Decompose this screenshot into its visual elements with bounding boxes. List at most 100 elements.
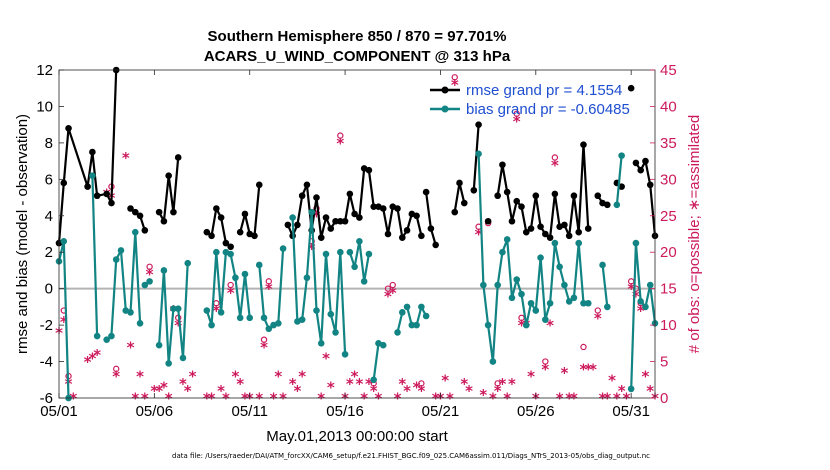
- bias_part2-point: [637, 298, 644, 305]
- rmse-point: [327, 225, 335, 232]
- bias-point: [370, 376, 377, 384]
- obs-assimilated-marker: *: [203, 390, 211, 408]
- bias_part2-point: [532, 307, 540, 314]
- bias_part2-point: [561, 281, 568, 289]
- obs-possible-marker: [542, 358, 549, 365]
- bias-point: [394, 329, 401, 336]
- obs-assimilated-marker: *: [475, 226, 483, 244]
- bias-line-segment: [396, 312, 404, 333]
- rmse-point: [403, 227, 411, 234]
- obs-assimilated-marker: *: [541, 360, 549, 378]
- obs-assimilated-marker: *: [518, 317, 526, 335]
- rmse-point: [160, 217, 168, 225]
- bias-point: [303, 274, 311, 282]
- rmse-point: [537, 223, 544, 231]
- obs-assimilated-marker: *: [279, 390, 287, 408]
- bias_part2-point: [513, 276, 521, 283]
- bias_part2-point: [642, 303, 649, 311]
- obs-possible-marker: [594, 307, 601, 314]
- bias-point: [127, 309, 134, 316]
- obs-assimilated-marker: *: [60, 313, 68, 331]
- rmse-point: [379, 205, 387, 212]
- y-right-tick-label: 20: [660, 244, 677, 261]
- rmse-point: [165, 172, 172, 179]
- rmse-point: [317, 234, 325, 241]
- y-tick-label: 2: [45, 244, 53, 261]
- rmse-point: [503, 188, 511, 196]
- rmse-point: [365, 166, 373, 174]
- rmse-point: [174, 154, 182, 161]
- obs-assimilated-marker: *: [398, 375, 406, 393]
- obs-possible-marker: [227, 281, 234, 289]
- rmse-point: [155, 208, 163, 216]
- rmse-point: [413, 212, 420, 220]
- obs-assimilated-marker: *: [69, 390, 77, 408]
- bias-point: [213, 248, 220, 256]
- rmse-point: [332, 217, 339, 225]
- rmse-point: [394, 205, 401, 212]
- x-tick-label: 05/11: [232, 403, 268, 420]
- rmse-point: [241, 210, 249, 218]
- obs-assimilated-marker: *: [222, 390, 230, 408]
- obs-assimilated-marker: *: [231, 368, 239, 386]
- bias_part2-point: [632, 239, 640, 247]
- obs-possible-marker: [513, 110, 520, 117]
- rmse-point: [546, 234, 554, 241]
- x-tick-label: 05/21: [422, 403, 460, 420]
- rmse-point: [251, 232, 258, 240]
- obs-assimilated-marker: *: [150, 382, 158, 400]
- rmse-point: [103, 190, 110, 198]
- obs-assimilated-marker: *: [417, 382, 425, 400]
- y-right-tick-label: 40: [660, 98, 677, 115]
- obs-assimilated-marker: *: [403, 382, 411, 400]
- obs-assimilated-marker: *: [93, 346, 101, 364]
- obs-possible-marker: [451, 74, 458, 81]
- rmse-point: [294, 221, 301, 229]
- bias_part2-point: [484, 321, 492, 329]
- rmse-point: [642, 157, 649, 165]
- bias-point: [117, 247, 125, 254]
- rmse-point: [422, 188, 430, 196]
- rmse-point: [131, 208, 139, 216]
- rmse-point: [203, 228, 211, 236]
- obs-possible-marker: [337, 132, 344, 139]
- bias-point: [203, 307, 211, 314]
- bias-point: [103, 336, 110, 343]
- rmse-line-segment: [496, 143, 590, 239]
- bias-point: [141, 281, 149, 289]
- rmse-point: [136, 212, 144, 220]
- x-tick-label: 05/06: [136, 403, 174, 420]
- chart-title-line2: ACARS_U_WIND_COMPONENT @ 313 hPa: [204, 48, 511, 65]
- obs-assimilated-marker: *: [217, 382, 225, 400]
- x-tick-label: 05/01: [40, 403, 78, 420]
- rmse-point: [470, 186, 478, 194]
- obs-possible-marker: [580, 343, 587, 351]
- rmse-point: [494, 192, 501, 200]
- rmse-point: [213, 205, 220, 212]
- y-tick-label: -6: [40, 390, 53, 407]
- bias_part2-point: [480, 281, 487, 289]
- bias-point: [346, 248, 354, 256]
- rmse-point: [542, 230, 549, 238]
- obs-assimilated-marker: *: [274, 368, 282, 386]
- x-axis-label: May.01,2013 00:00:00 start: [266, 428, 448, 445]
- obs-assimilated-marker: *: [627, 280, 635, 298]
- obs-assimilated-marker: *: [503, 390, 511, 408]
- bias_part2-point: [508, 294, 516, 302]
- series-layer: [55, 66, 659, 402]
- obs-assimilated-marker: *: [594, 309, 602, 327]
- rmse-point: [594, 192, 602, 200]
- rmse-point: [370, 203, 377, 210]
- rmse-point: [127, 205, 134, 212]
- bias-point: [208, 321, 215, 329]
- rmse-point: [84, 183, 91, 190]
- rmse-point: [208, 232, 215, 240]
- plot-area: [59, 70, 655, 398]
- bias_part2-point: [570, 294, 578, 302]
- obs-assimilated-marker: *: [441, 371, 449, 389]
- y-axis-label: rmse and bias (model - observation): [14, 114, 31, 354]
- rmse-point: [532, 192, 540, 200]
- y-axis-ticks: -6 -4 -2 0 2 4 6 8 10 12: [36, 62, 64, 407]
- bias_part2-point: [527, 299, 535, 307]
- bias-point: [298, 316, 306, 323]
